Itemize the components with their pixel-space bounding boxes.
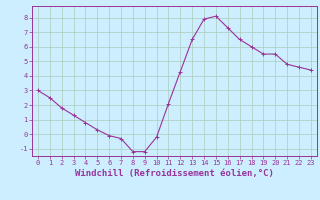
X-axis label: Windchill (Refroidissement éolien,°C): Windchill (Refroidissement éolien,°C) xyxy=(75,169,274,178)
